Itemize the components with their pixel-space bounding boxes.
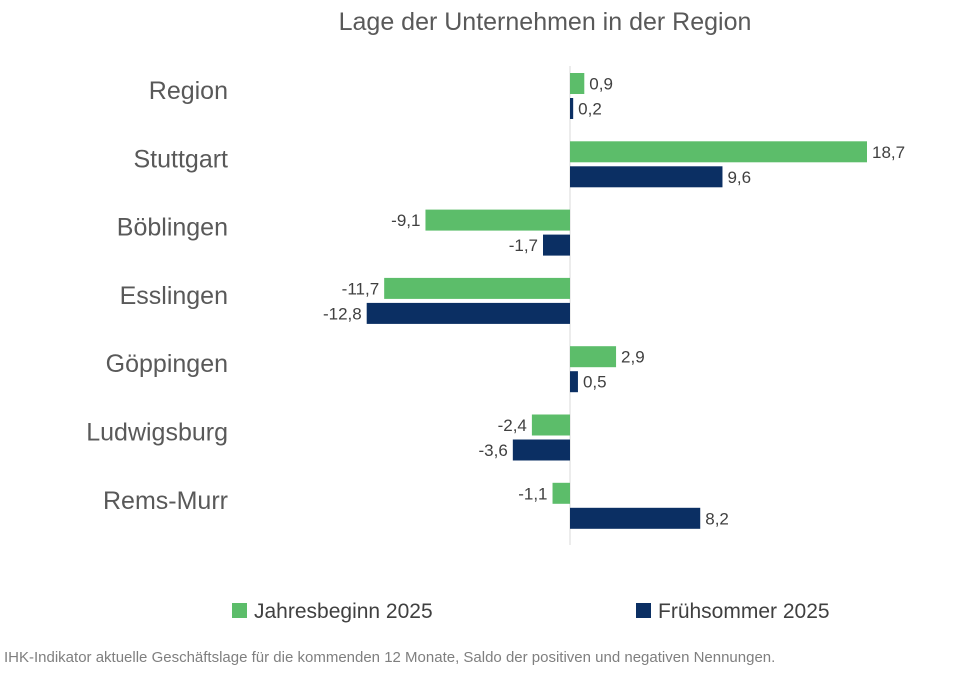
bar-region-fruhsommer-2025 [570, 98, 574, 119]
bar-region-jahresbeginn-2025 [570, 73, 585, 94]
bar-rems-murr-fruhsommer-2025 [570, 507, 701, 529]
category-label-stuttgart: Stuttgart [134, 145, 229, 173]
plot-area: Region 0,9 0,2 Stuttgart 18,7 9,6 Böblingen -9,… [86, 66, 905, 545]
category-label-goppingen: Göppingen [106, 350, 228, 378]
bar-stuttgart-jahresbeginn-2025 [570, 141, 867, 163]
legend-label-jahresbeginn-2025: Jahresbeginn 2025 [254, 600, 433, 623]
chart: Lage der Unternehmen in der Region Regio… [86, 8, 905, 623]
bar-stuttgart-fruhsommer-2025 [570, 166, 723, 188]
value-label-boblingen-jahresbeginn-2025: -9,1 [391, 211, 420, 230]
category-label-boblingen: Böblingen [117, 214, 228, 242]
bar-goppingen-jahresbeginn-2025 [570, 346, 617, 368]
value-label-region-fruhsommer-2025: 0,2 [578, 100, 602, 119]
value-label-ludwigsburg-jahresbeginn-2025: -2,4 [498, 416, 527, 435]
bar-rems-murr-jahresbeginn-2025 [552, 482, 570, 504]
value-label-region-jahresbeginn-2025: 0,9 [589, 75, 613, 94]
bar-ludwigsburg-jahresbeginn-2025 [531, 414, 570, 436]
bar-goppingen-fruhsommer-2025 [570, 371, 578, 393]
value-label-stuttgart-jahresbeginn-2025: 18,7 [872, 143, 905, 162]
category-label-ludwigsburg: Ludwigsburg [86, 419, 228, 447]
footnote: IHK-Indikator aktuelle Geschäftslage für… [4, 649, 776, 666]
value-label-goppingen-fruhsommer-2025: 0,5 [583, 373, 607, 392]
legend: Jahresbeginn 2025 Frühsommer 2025 [232, 600, 830, 623]
legend-swatch-fruhsommer-2025 [636, 603, 651, 618]
category-label-esslingen: Esslingen [120, 282, 228, 310]
chart-title: Lage der Unternehmen in der Region [339, 8, 752, 36]
bar-boblingen-jahresbeginn-2025 [425, 209, 570, 231]
value-label-stuttgart-fruhsommer-2025: 9,6 [727, 168, 751, 187]
bar-boblingen-fruhsommer-2025 [543, 234, 570, 256]
value-label-rems-murr-jahresbeginn-2025: -1,1 [518, 484, 547, 503]
bar-esslingen-jahresbeginn-2025 [384, 277, 570, 299]
value-label-rems-murr-fruhsommer-2025: 8,2 [705, 509, 729, 528]
value-label-esslingen-jahresbeginn-2025: -11,7 [342, 279, 380, 298]
category-label-rems-murr: Rems-Murr [103, 487, 228, 515]
bar-esslingen-fruhsommer-2025 [366, 302, 570, 324]
bar-ludwigsburg-fruhsommer-2025 [512, 439, 570, 461]
value-label-ludwigsburg-fruhsommer-2025: -3,6 [479, 441, 508, 460]
value-label-goppingen-jahresbeginn-2025: 2,9 [621, 348, 645, 367]
legend-label-fruhsommer-2025: Frühsommer 2025 [658, 600, 830, 623]
value-label-esslingen-fruhsommer-2025: -12,8 [323, 304, 362, 323]
value-label-boblingen-fruhsommer-2025: -1,7 [509, 236, 538, 255]
category-label-region: Region [149, 77, 228, 105]
legend-swatch-jahresbeginn-2025 [232, 603, 247, 618]
